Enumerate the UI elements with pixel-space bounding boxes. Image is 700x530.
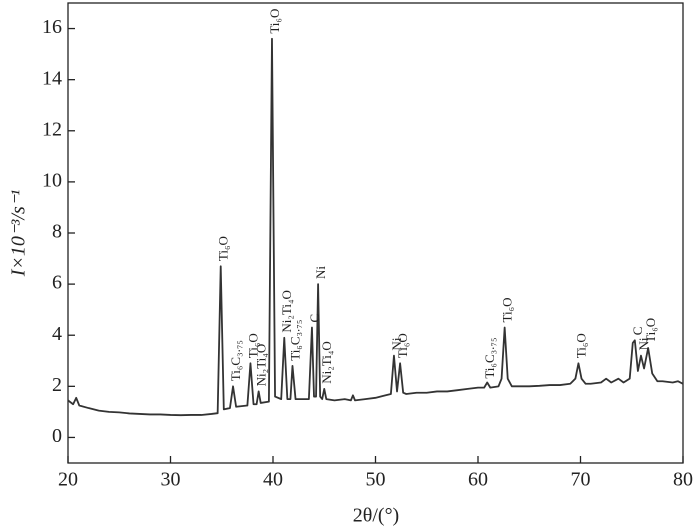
peak-label: Ti₆C₃.₇₅ (228, 340, 243, 381)
y-tick-label: 12 (42, 118, 62, 140)
y-tick-label: 10 (42, 169, 62, 191)
y-tick-label: 16 (42, 16, 62, 38)
xrd-line (67, 37, 684, 417)
y-tick-label: 4 (52, 323, 62, 345)
peak-label: Ni₂Ti₄O (254, 344, 269, 387)
x-tick-label: 70 (571, 469, 591, 491)
x-tick-label: 60 (468, 469, 488, 491)
peak-label: Ni₂Ti₄O (319, 341, 334, 384)
peak-label: Ni₂Ti₄O (279, 290, 294, 333)
x-axis-label: 2θ/(°) (353, 505, 399, 527)
peak-label: Ti₆O (245, 333, 260, 358)
peak-label: Ti₆O (573, 333, 588, 358)
y-tick-label: 2 (52, 374, 62, 396)
plot-frame (67, 2, 684, 464)
peak-label: Ti₆O (216, 236, 231, 261)
y-tick-label: 0 (52, 425, 62, 447)
peak-label: Ti₆O (643, 318, 658, 343)
x-tick-label: 20 (58, 469, 78, 491)
x-tick-label: 30 (161, 469, 181, 491)
x-tick-label: 80 (673, 469, 693, 491)
peak-label: Ti₆O (500, 297, 515, 322)
peak-label: Ni (636, 337, 651, 350)
y-tick-label: 6 (52, 272, 62, 294)
peak-label: C (630, 327, 645, 336)
peak-label: C (307, 314, 322, 323)
x-tick-label: 40 (263, 469, 283, 491)
peak-label: Ni (313, 266, 328, 279)
x-tick-label: 50 (366, 469, 386, 491)
peak-label: Ti₆C₃.₇₅ (482, 338, 497, 379)
peak-label: Ni (389, 337, 404, 350)
y-tick-label: 14 (42, 67, 62, 89)
peak-label: Ti₆C₃.₇₅ (287, 320, 302, 361)
y-tick-label: 8 (52, 221, 62, 243)
y-axis-label: I×10⁻³/s⁻¹ (8, 190, 30, 278)
peak-label: Ti₆O (395, 333, 410, 358)
peak-label: Ti₆O (267, 9, 282, 34)
